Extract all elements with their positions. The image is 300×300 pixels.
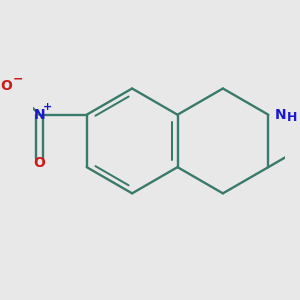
Text: −: − xyxy=(13,72,23,85)
Text: O: O xyxy=(34,156,46,170)
Text: N: N xyxy=(274,108,286,122)
Text: H: H xyxy=(287,111,297,124)
Text: N: N xyxy=(34,108,45,122)
Text: O: O xyxy=(1,79,13,93)
Text: +: + xyxy=(43,102,52,112)
